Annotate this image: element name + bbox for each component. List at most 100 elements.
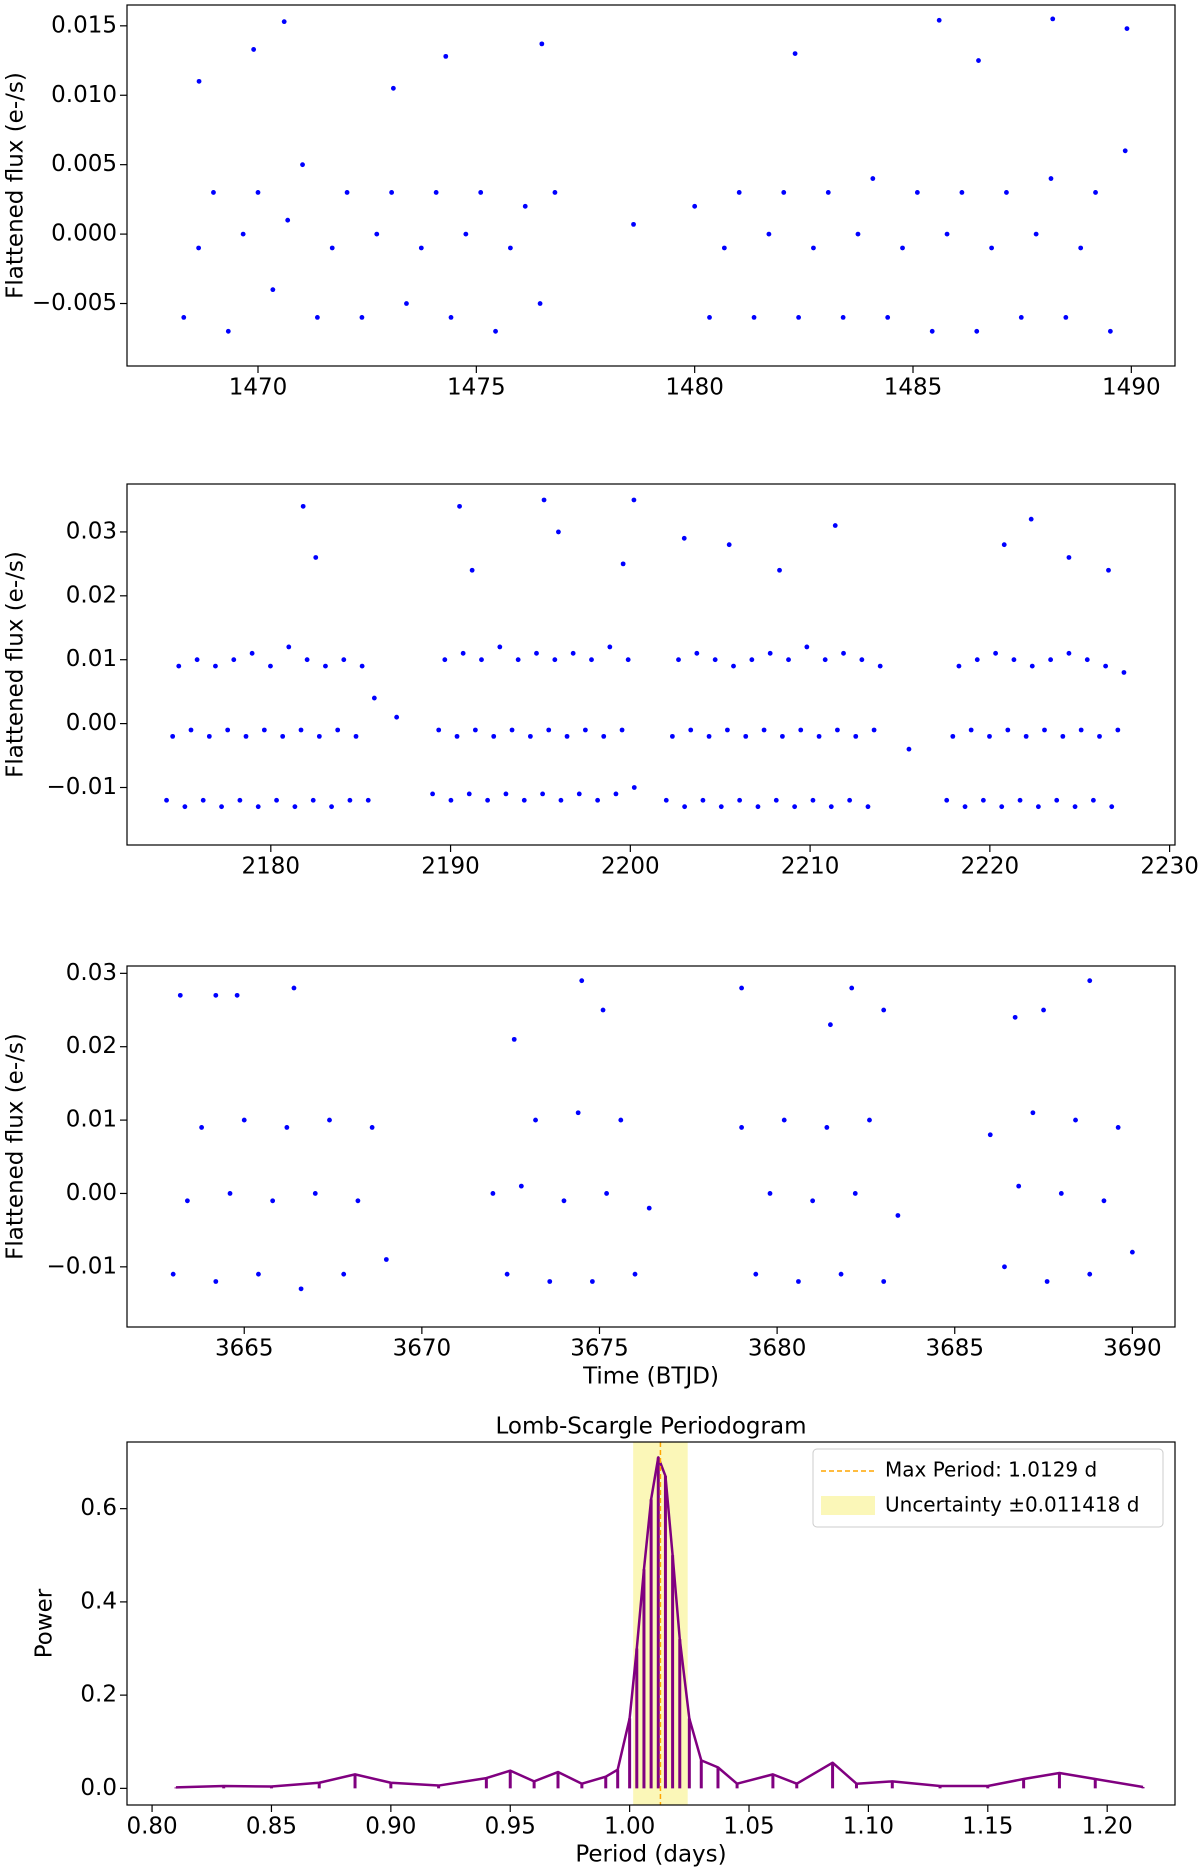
y-tick-label: −0.01 <box>47 774 117 800</box>
data-point <box>1028 516 1034 522</box>
data-point <box>430 791 435 797</box>
data-point <box>280 733 286 739</box>
data-point <box>631 221 636 227</box>
data-point <box>313 555 319 560</box>
data-point <box>227 1191 233 1196</box>
data-point <box>736 190 742 195</box>
data-point <box>371 695 377 701</box>
data-point <box>329 804 334 810</box>
x-tick-label: 1.15 <box>962 1814 1013 1840</box>
axes-frame <box>126 483 1176 846</box>
data-point <box>1124 26 1130 32</box>
data-point <box>706 733 712 739</box>
data-point <box>515 657 521 663</box>
data-point <box>865 804 871 810</box>
data-point <box>724 727 730 733</box>
data-point <box>1106 567 1111 573</box>
panel: 3665 3670 3675 3680 3685 3690 −0.01 0.00 0.01 0.0… <box>3 960 1176 1390</box>
data-point <box>828 804 834 810</box>
data-point <box>1011 657 1017 663</box>
data-point <box>859 657 865 663</box>
data-point <box>353 733 359 739</box>
data-point <box>503 791 509 797</box>
x-tick-label: 2200 <box>601 854 660 880</box>
data-point <box>835 727 840 733</box>
x-axis-label: Time (BTJD) <box>582 1364 719 1390</box>
data-point <box>877 663 883 669</box>
data-point <box>1063 315 1069 320</box>
data-point <box>604 1191 609 1196</box>
data-point <box>849 985 855 991</box>
power-line <box>175 1456 1144 1789</box>
data-point <box>1115 1125 1121 1130</box>
data-point <box>852 1191 858 1196</box>
data-point <box>534 650 539 656</box>
data-point <box>341 657 347 663</box>
x-tick-label: 0.80 <box>126 1814 177 1840</box>
data-point <box>989 245 994 251</box>
data-point <box>177 992 183 998</box>
data-point <box>225 328 231 334</box>
x-tick-label: 1.00 <box>604 1814 655 1840</box>
data-point <box>822 657 828 663</box>
data-point <box>390 85 396 91</box>
data-point <box>261 727 267 733</box>
data-point <box>1101 1198 1107 1204</box>
y-tick-label: 0.00 <box>66 710 117 736</box>
y-tick-label: 0.01 <box>66 1107 117 1133</box>
data-point <box>632 1271 638 1277</box>
data-point <box>1109 804 1115 810</box>
data-point <box>999 804 1005 810</box>
data-point <box>460 650 466 656</box>
data-point <box>1041 1007 1046 1013</box>
data-point <box>692 203 698 209</box>
x-tick-label: 1475 <box>447 375 506 401</box>
data-point <box>454 733 460 739</box>
data-point <box>533 1117 538 1123</box>
x-tick-label: 3690 <box>1103 1336 1162 1362</box>
y-tick-label: 0.00 <box>66 1180 117 1206</box>
data-point <box>1060 733 1066 739</box>
data-point <box>558 797 564 803</box>
data-point <box>561 1198 567 1204</box>
data-point <box>300 503 306 509</box>
y-axis-label: Flattened flux (e-/s) <box>3 72 29 299</box>
y-tick-label: 0.01 <box>66 646 117 672</box>
data-point <box>552 657 558 663</box>
data-point <box>773 797 779 803</box>
axes-frame <box>126 965 1176 1328</box>
data-point <box>234 992 240 998</box>
data-point <box>881 1279 887 1284</box>
y-tick-label: 0.03 <box>66 960 117 986</box>
data-point <box>285 217 291 223</box>
y-tick-label: 0.005 <box>51 151 117 177</box>
data-point <box>200 797 206 803</box>
data-point <box>1087 1271 1093 1277</box>
data-point <box>255 190 261 195</box>
data-point <box>389 190 395 195</box>
data-point <box>1115 727 1121 733</box>
data-point <box>347 797 353 803</box>
data-point <box>292 804 298 810</box>
data-point <box>211 190 216 195</box>
data-point <box>1042 727 1047 733</box>
data-point <box>298 727 304 733</box>
x-tick-label: 1485 <box>884 375 943 401</box>
data-point <box>753 1271 759 1277</box>
data-point <box>993 650 998 656</box>
data-point <box>291 985 297 991</box>
data-point <box>359 663 365 669</box>
data-point <box>564 733 570 739</box>
y-tick-label: 0.015 <box>51 12 117 38</box>
y-tick-label: −0.005 <box>32 290 117 316</box>
data-point <box>298 1286 304 1292</box>
data-point <box>676 657 681 663</box>
data-point <box>688 727 694 733</box>
data-point <box>1097 733 1102 739</box>
data-point <box>196 78 202 84</box>
data-point <box>607 644 613 650</box>
y-tick-label: 0.6 <box>80 1495 117 1521</box>
data-point <box>329 245 335 251</box>
x-tick-label: 3680 <box>748 1336 807 1362</box>
